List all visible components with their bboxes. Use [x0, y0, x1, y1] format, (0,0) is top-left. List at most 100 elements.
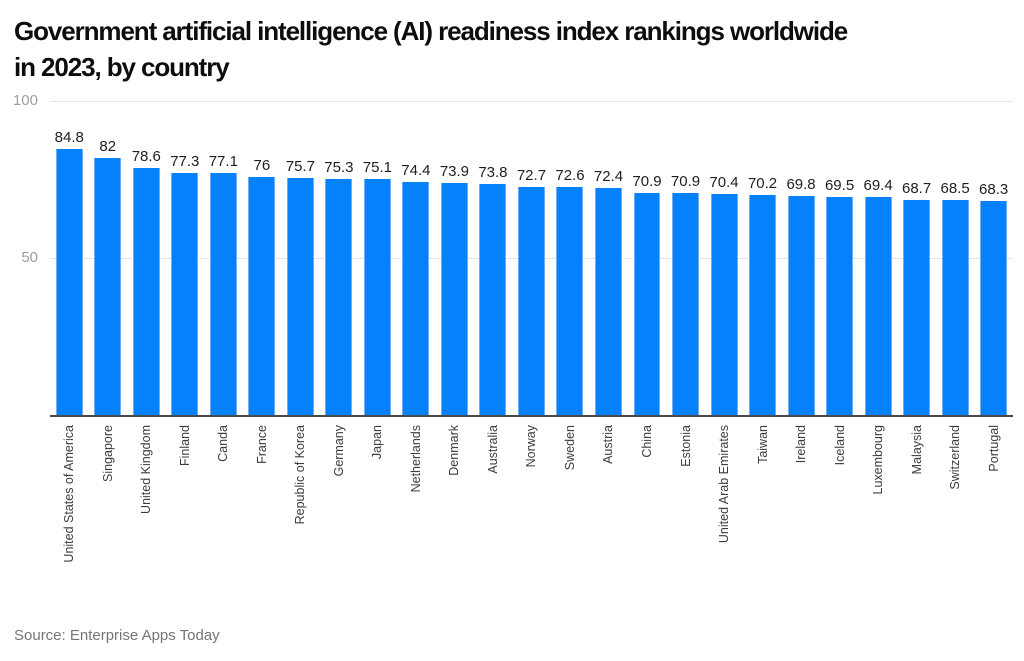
category-label-cell: Luxembourg: [859, 425, 898, 600]
bar: [903, 199, 931, 416]
category-label: Canda: [216, 425, 231, 462]
bar-value-label: 68.5: [940, 180, 970, 198]
bar-value-label: 82: [99, 137, 117, 155]
chart-title-line-2: in 2023, by country: [14, 52, 230, 82]
bar-column: 75.1: [358, 101, 397, 416]
bar-value-label: 77.3: [170, 152, 200, 170]
chart-title: Government artificial intelligence (AI) …: [14, 13, 848, 85]
bar-value-label: 72.6: [555, 167, 585, 185]
category-label: Sweden: [562, 425, 577, 471]
category-label-cell: Switzerland: [936, 425, 975, 600]
bar: [325, 178, 353, 416]
bar-column: 77.3: [166, 101, 205, 416]
category-label-cell: United Arab Emirates: [705, 425, 744, 600]
category-label: France: [254, 425, 269, 464]
bar-value-label: 75.3: [324, 158, 354, 176]
category-label-cell: Singapore: [89, 425, 128, 600]
category-label: Portugal: [986, 425, 1001, 472]
bar: [941, 200, 969, 416]
bar-value-label: 69.8: [786, 176, 816, 194]
bar-value-label: 68.3: [979, 180, 1009, 198]
category-label-cell: Germany: [320, 425, 359, 600]
category-label: Norway: [524, 425, 539, 468]
bar-value-label: 72.7: [516, 167, 547, 184]
category-label-cell: Malaysia: [897, 425, 936, 600]
bar-column: 82: [89, 101, 128, 416]
bar-column: 69.5: [820, 101, 859, 416]
category-label-cell: Estonia: [666, 425, 705, 600]
category-label: Republic of Korea: [293, 425, 308, 525]
bar-value-label: 68.7: [902, 179, 932, 197]
category-label: Finland: [177, 425, 192, 466]
category-label: Netherlands: [408, 425, 423, 493]
bar: [94, 157, 122, 416]
bar: [286, 177, 314, 416]
bar: [402, 181, 430, 416]
bar-value-label: 75.1: [362, 159, 392, 177]
bar-column: 70.9: [666, 101, 705, 416]
category-label-cell: Canda: [204, 425, 243, 600]
bar: [248, 176, 276, 416]
bar-column: 73.8: [474, 101, 513, 416]
bar-value-label: 75.7: [285, 157, 315, 175]
category-label-cell: Netherlands: [397, 425, 436, 600]
category-label-cell: United Kingdom: [127, 425, 166, 600]
bar-value-label: 70.9: [670, 172, 701, 190]
bar: [440, 183, 468, 416]
category-label: Ireland: [794, 425, 809, 464]
category-label: Estonia: [678, 425, 693, 467]
bar: [980, 200, 1008, 416]
bar-column: 72.7: [512, 101, 551, 416]
category-label-cell: China: [628, 425, 667, 600]
bar-column: 70.2: [743, 101, 782, 416]
category-label: Switzerland: [948, 425, 963, 490]
category-label-cell: United States of America: [50, 425, 89, 600]
bar-column: 73.9: [435, 101, 474, 416]
bar: [556, 187, 584, 416]
category-label: United States of America: [62, 425, 77, 563]
bars-row: 84.8 82 78.6 77.3 77.1 76 75.7 75.3 75.1 74.4 73.9…: [50, 101, 1013, 416]
bar: [132, 168, 160, 416]
bar: [826, 197, 854, 416]
bar-value-label: 73.8: [478, 163, 508, 181]
category-label-cell: Norway: [512, 425, 551, 600]
bar-column: 68.3: [974, 101, 1013, 416]
category-label: Austria: [601, 425, 616, 464]
bar: [595, 187, 622, 416]
bar: [517, 187, 545, 416]
category-label: Germany: [331, 425, 346, 477]
bar-value-label: 78.6: [131, 148, 161, 166]
x-axis-line: [50, 415, 1013, 417]
category-label: Malaysia: [909, 425, 924, 475]
category-label-cell: Australia: [474, 425, 513, 600]
bar: [363, 179, 391, 416]
bar-value-label: 84.8: [54, 128, 84, 146]
bar-value-label: 69.4: [863, 177, 893, 195]
bar-column: 78.6: [127, 101, 166, 416]
bar-column: 70.9: [628, 101, 667, 416]
bar: [171, 172, 199, 416]
bar-column: 77.1: [204, 101, 243, 416]
bar-column: 68.5: [936, 101, 975, 416]
category-label: Denmark: [447, 425, 462, 476]
bar-value-label: 77.1: [208, 153, 238, 171]
category-label: Singapore: [100, 425, 115, 482]
bar-column: 75.7: [281, 101, 320, 416]
bar-column: 74.4: [397, 101, 436, 416]
category-label: United Kingdom: [139, 425, 154, 514]
source-note: Source: Enterprise Apps Today: [14, 627, 220, 644]
bar-column: 69.4: [859, 101, 898, 416]
bar: [749, 194, 777, 416]
category-label-cell: Finland: [166, 425, 205, 600]
bar-value-label: 74.4: [401, 161, 431, 179]
bar-column: 68.7: [897, 101, 936, 416]
bar: [710, 194, 738, 416]
category-label-cell: Ireland: [782, 425, 821, 600]
chart-title-line-1: Government artificial intelligence (AI) …: [14, 16, 848, 46]
bar-column: 76: [243, 101, 282, 416]
bar: [672, 192, 699, 416]
category-label-cell: France: [243, 425, 282, 600]
category-label-cell: Japan: [358, 425, 397, 600]
y-axis-tick-50: 50: [21, 249, 38, 266]
category-label-cell: Portugal: [974, 425, 1013, 600]
